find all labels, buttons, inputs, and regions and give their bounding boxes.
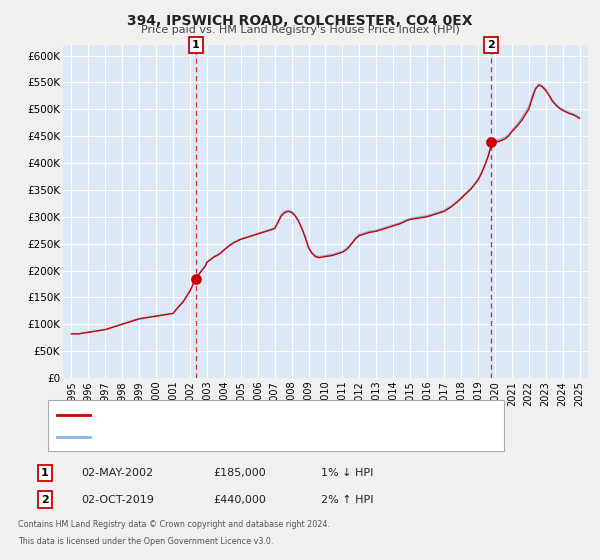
Text: 2% ↑ HPI: 2% ↑ HPI [321, 494, 373, 505]
Text: 394, IPSWICH ROAD, COLCHESTER, CO4 0EX: 394, IPSWICH ROAD, COLCHESTER, CO4 0EX [127, 14, 473, 28]
Point [486, 137, 496, 146]
Text: 1: 1 [192, 40, 199, 50]
Text: Price paid vs. HM Land Registry's House Price Index (HPI): Price paid vs. HM Land Registry's House … [140, 25, 460, 35]
Text: This data is licensed under the Open Government Licence v3.0.: This data is licensed under the Open Gov… [18, 537, 274, 546]
Text: 2: 2 [487, 40, 494, 50]
Text: £185,000: £185,000 [213, 468, 266, 478]
Text: 02-MAY-2002: 02-MAY-2002 [81, 468, 153, 478]
Text: £440,000: £440,000 [213, 494, 266, 505]
Text: 1: 1 [41, 468, 49, 478]
Text: 02-OCT-2019: 02-OCT-2019 [81, 494, 154, 505]
Point [191, 274, 200, 283]
Text: Contains HM Land Registry data © Crown copyright and database right 2024.: Contains HM Land Registry data © Crown c… [18, 520, 330, 529]
Text: 2: 2 [41, 494, 49, 505]
Text: 1% ↓ HPI: 1% ↓ HPI [321, 468, 373, 478]
Text: HPI: Average price, detached house, Colchester: HPI: Average price, detached house, Colc… [96, 432, 345, 442]
Text: 394, IPSWICH ROAD, COLCHESTER, CO4 0EX (detached house): 394, IPSWICH ROAD, COLCHESTER, CO4 0EX (… [96, 409, 424, 419]
